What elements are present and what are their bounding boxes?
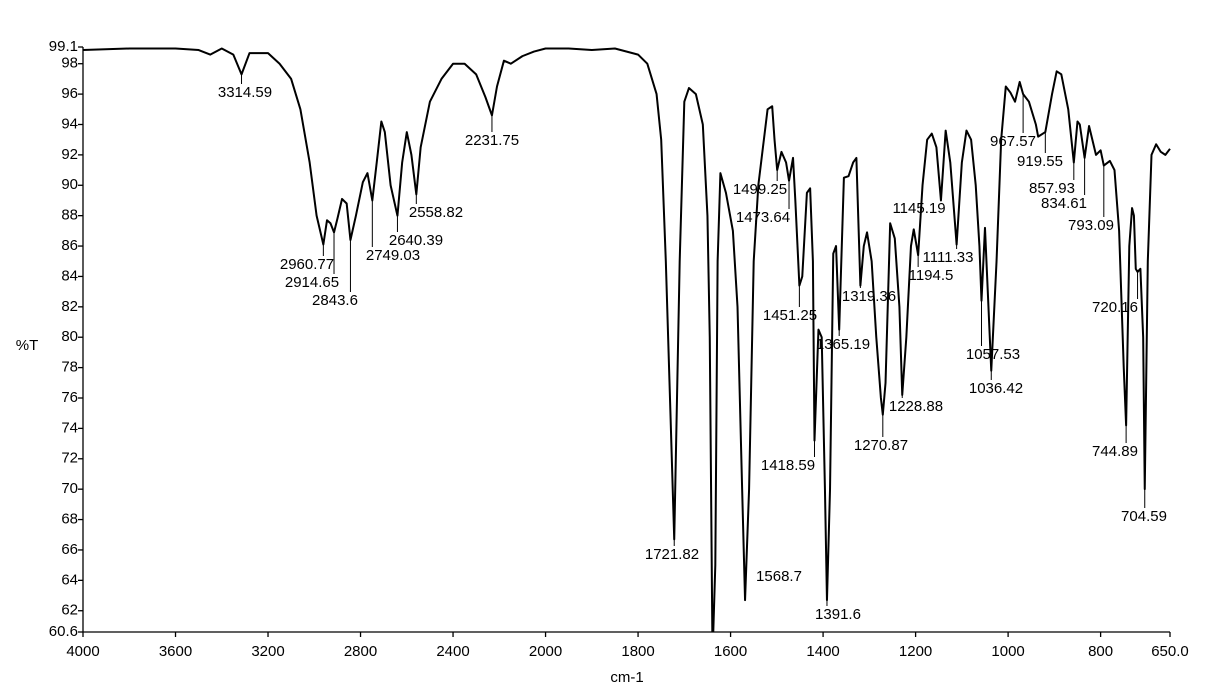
peak-label: 1228.88	[889, 398, 943, 415]
peak-label: 1057.53	[966, 346, 1020, 363]
x-tick-label: 1200	[899, 643, 932, 660]
x-tick-label: 1800	[621, 643, 654, 660]
peak-label: 1365.19	[816, 336, 870, 353]
spectrum-line	[83, 47, 1171, 632]
peak-label: 2749.03	[366, 247, 420, 264]
y-tick-label: 68	[61, 511, 78, 528]
peak-label: 2914.65	[285, 274, 339, 291]
x-tick-label: 2400	[436, 643, 469, 660]
y-tick-label: 82	[61, 298, 78, 315]
x-tick-label: 2000	[529, 643, 562, 660]
peak-label: 1391.6	[815, 606, 861, 623]
peak-label: 1111.33	[923, 249, 974, 266]
peak-label: 2231.75	[465, 132, 519, 149]
peak-label: 1036.42	[969, 380, 1023, 397]
x-tick-label: 1600	[714, 643, 747, 660]
x-tick-label: 1400	[806, 643, 839, 660]
y-tick-label: 62	[61, 602, 78, 619]
y-tick-label: 76	[61, 389, 78, 406]
y-tick-label: 86	[61, 237, 78, 254]
y-tick-label: 90	[61, 176, 78, 193]
y-tick-label: 70	[61, 480, 78, 497]
y-tick-label: 96	[61, 85, 78, 102]
y-tick-label: 94	[61, 115, 78, 132]
peak-label: 720.16	[1092, 299, 1138, 316]
y-tick-label: 60.6	[49, 623, 78, 640]
peak-label: 2558.82	[409, 204, 463, 221]
peak-label: 2960.77	[280, 256, 334, 273]
y-tick-label: 64	[61, 571, 78, 588]
peak-label: 1499.25	[733, 181, 787, 198]
peak-label: 1145.19	[892, 200, 945, 217]
x-tick-label: 2800	[344, 643, 377, 660]
peak-label: 1270.87	[854, 437, 908, 454]
y-tick-label: 66	[61, 541, 78, 558]
y-tick-label: 99.1	[49, 38, 78, 55]
x-tick-label: 1000	[991, 643, 1024, 660]
peak-label: 1473.64	[736, 209, 790, 226]
x-tick-label: 800	[1088, 643, 1113, 660]
y-tick-label: 88	[61, 207, 78, 224]
y-tick-label: 78	[61, 359, 78, 376]
plot-area	[83, 47, 1171, 632]
peak-label: 1451.25	[763, 307, 817, 324]
peak-label: 857.93	[1029, 180, 1075, 197]
y-tick-label: 72	[61, 450, 78, 467]
peak-label: 1568.7	[756, 568, 802, 585]
y-tick-label: 74	[61, 419, 78, 436]
peak-label: 704.59	[1121, 508, 1167, 525]
peak-label: 1319.36	[842, 288, 896, 305]
x-axis-label: cm-1	[610, 669, 643, 686]
peak-label: 1418.59	[761, 457, 815, 474]
x-tick-label: 4000	[66, 643, 99, 660]
y-tick-label: 98	[61, 55, 78, 72]
x-tick-label: 650.0	[1151, 643, 1189, 660]
peak-label: 834.61	[1041, 195, 1087, 212]
y-tick-label: 80	[61, 328, 78, 345]
peak-label: 2843.6	[312, 292, 358, 309]
peak-label: 967.57	[990, 133, 1036, 150]
peak-label: 793.09	[1068, 217, 1114, 234]
y-tick-label: 92	[61, 146, 78, 163]
y-axis-label: %T	[16, 337, 39, 354]
peak-label: 1194.5	[909, 267, 954, 284]
peak-label: 744.89	[1092, 443, 1138, 460]
peak-label: 3314.59	[218, 84, 272, 101]
peak-label: 919.55	[1017, 153, 1063, 170]
y-tick-label: 84	[61, 267, 78, 284]
x-tick-label: 3600	[159, 643, 192, 660]
x-tick-label: 3200	[251, 643, 284, 660]
peak-label: 1721.82	[645, 546, 699, 563]
peak-label: 2640.39	[389, 232, 443, 249]
